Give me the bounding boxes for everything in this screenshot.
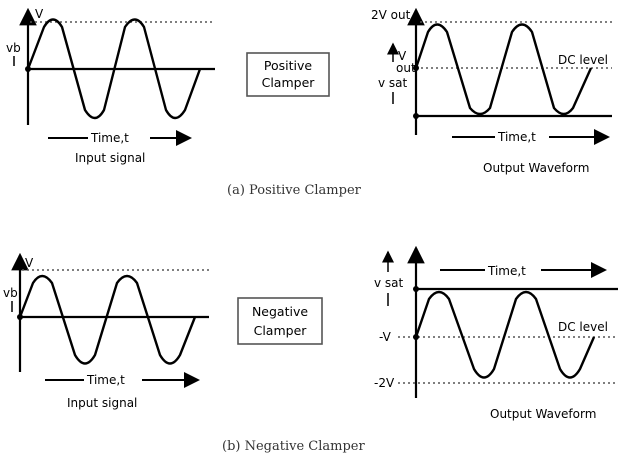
input-b-waveform [18,274,197,365]
output-b-start-dot [413,334,419,340]
output-a-signal-label: Output Waveform [483,161,589,175]
output-a-time-label: Time,t [497,130,536,144]
input-a-amplitude-label: vb [6,41,21,55]
output-b-waveform [414,290,596,379]
negative-input-graph: V vb Time,t Input signal [3,252,209,410]
negative-box-line1: Negative [252,304,308,319]
input-a-origin-dot [25,66,31,72]
negative-clamper-caption: (b) Negative Clamper [222,439,365,454]
input-a-waveform [26,18,202,120]
output-b-neg-v-label: -V [379,330,392,344]
positive-output-graph: 2V out V out v sat DC level Time,t Outpu… [371,7,612,175]
positive-clamper-box: Positive Clamper [246,52,330,97]
output-b-vsat-label: v sat [374,276,404,290]
positive-box-line2: Clamper [262,75,316,90]
negative-clamper-box: Negative Clamper [237,297,323,345]
input-a-time-label: Time,t [90,131,129,145]
output-b-time-label: Time,t [487,264,526,278]
input-b-signal-label: Input signal [67,396,137,410]
output-b-neg-2v-label: -2V [374,376,395,390]
output-a-vsat-label: v sat [378,76,408,90]
input-b-time-label: Time,t [86,373,125,387]
output-a-start-dot [413,65,419,71]
negative-box-line2: Clamper [254,323,308,338]
negative-clamper-panel: V vb Time,t Input signal Negative Clampe… [3,245,618,454]
positive-clamper-caption: (a) Positive Clamper [227,183,362,198]
output-a-2v-label: 2V out [371,8,411,22]
positive-box-line1: Positive [264,58,312,73]
positive-clamper-panel: V vb Time,t Input signal Positive Clampe… [6,7,612,198]
negative-output-graph: v sat -V -2V DC level Time,t Output Wave… [374,245,618,421]
input-b-peak-label: V [25,256,34,270]
output-a-v-label: V [398,49,407,63]
input-a-signal-label: Input signal [75,151,145,165]
output-a-out-label: out [396,61,416,75]
input-b-amplitude-label: vb [3,286,18,300]
output-b-signal-label: Output Waveform [490,407,596,421]
output-a-dc-level-label: DC level [558,53,608,67]
positive-input-graph: V vb Time,t Input signal [6,7,215,165]
output-b-origin-dot [413,286,419,292]
output-a-origin-dot [413,113,419,119]
input-b-origin-dot [17,314,23,320]
output-a-waveform [414,23,593,116]
output-b-dc-level-label: DC level [558,320,608,334]
input-a-peak-label: V [35,7,44,21]
